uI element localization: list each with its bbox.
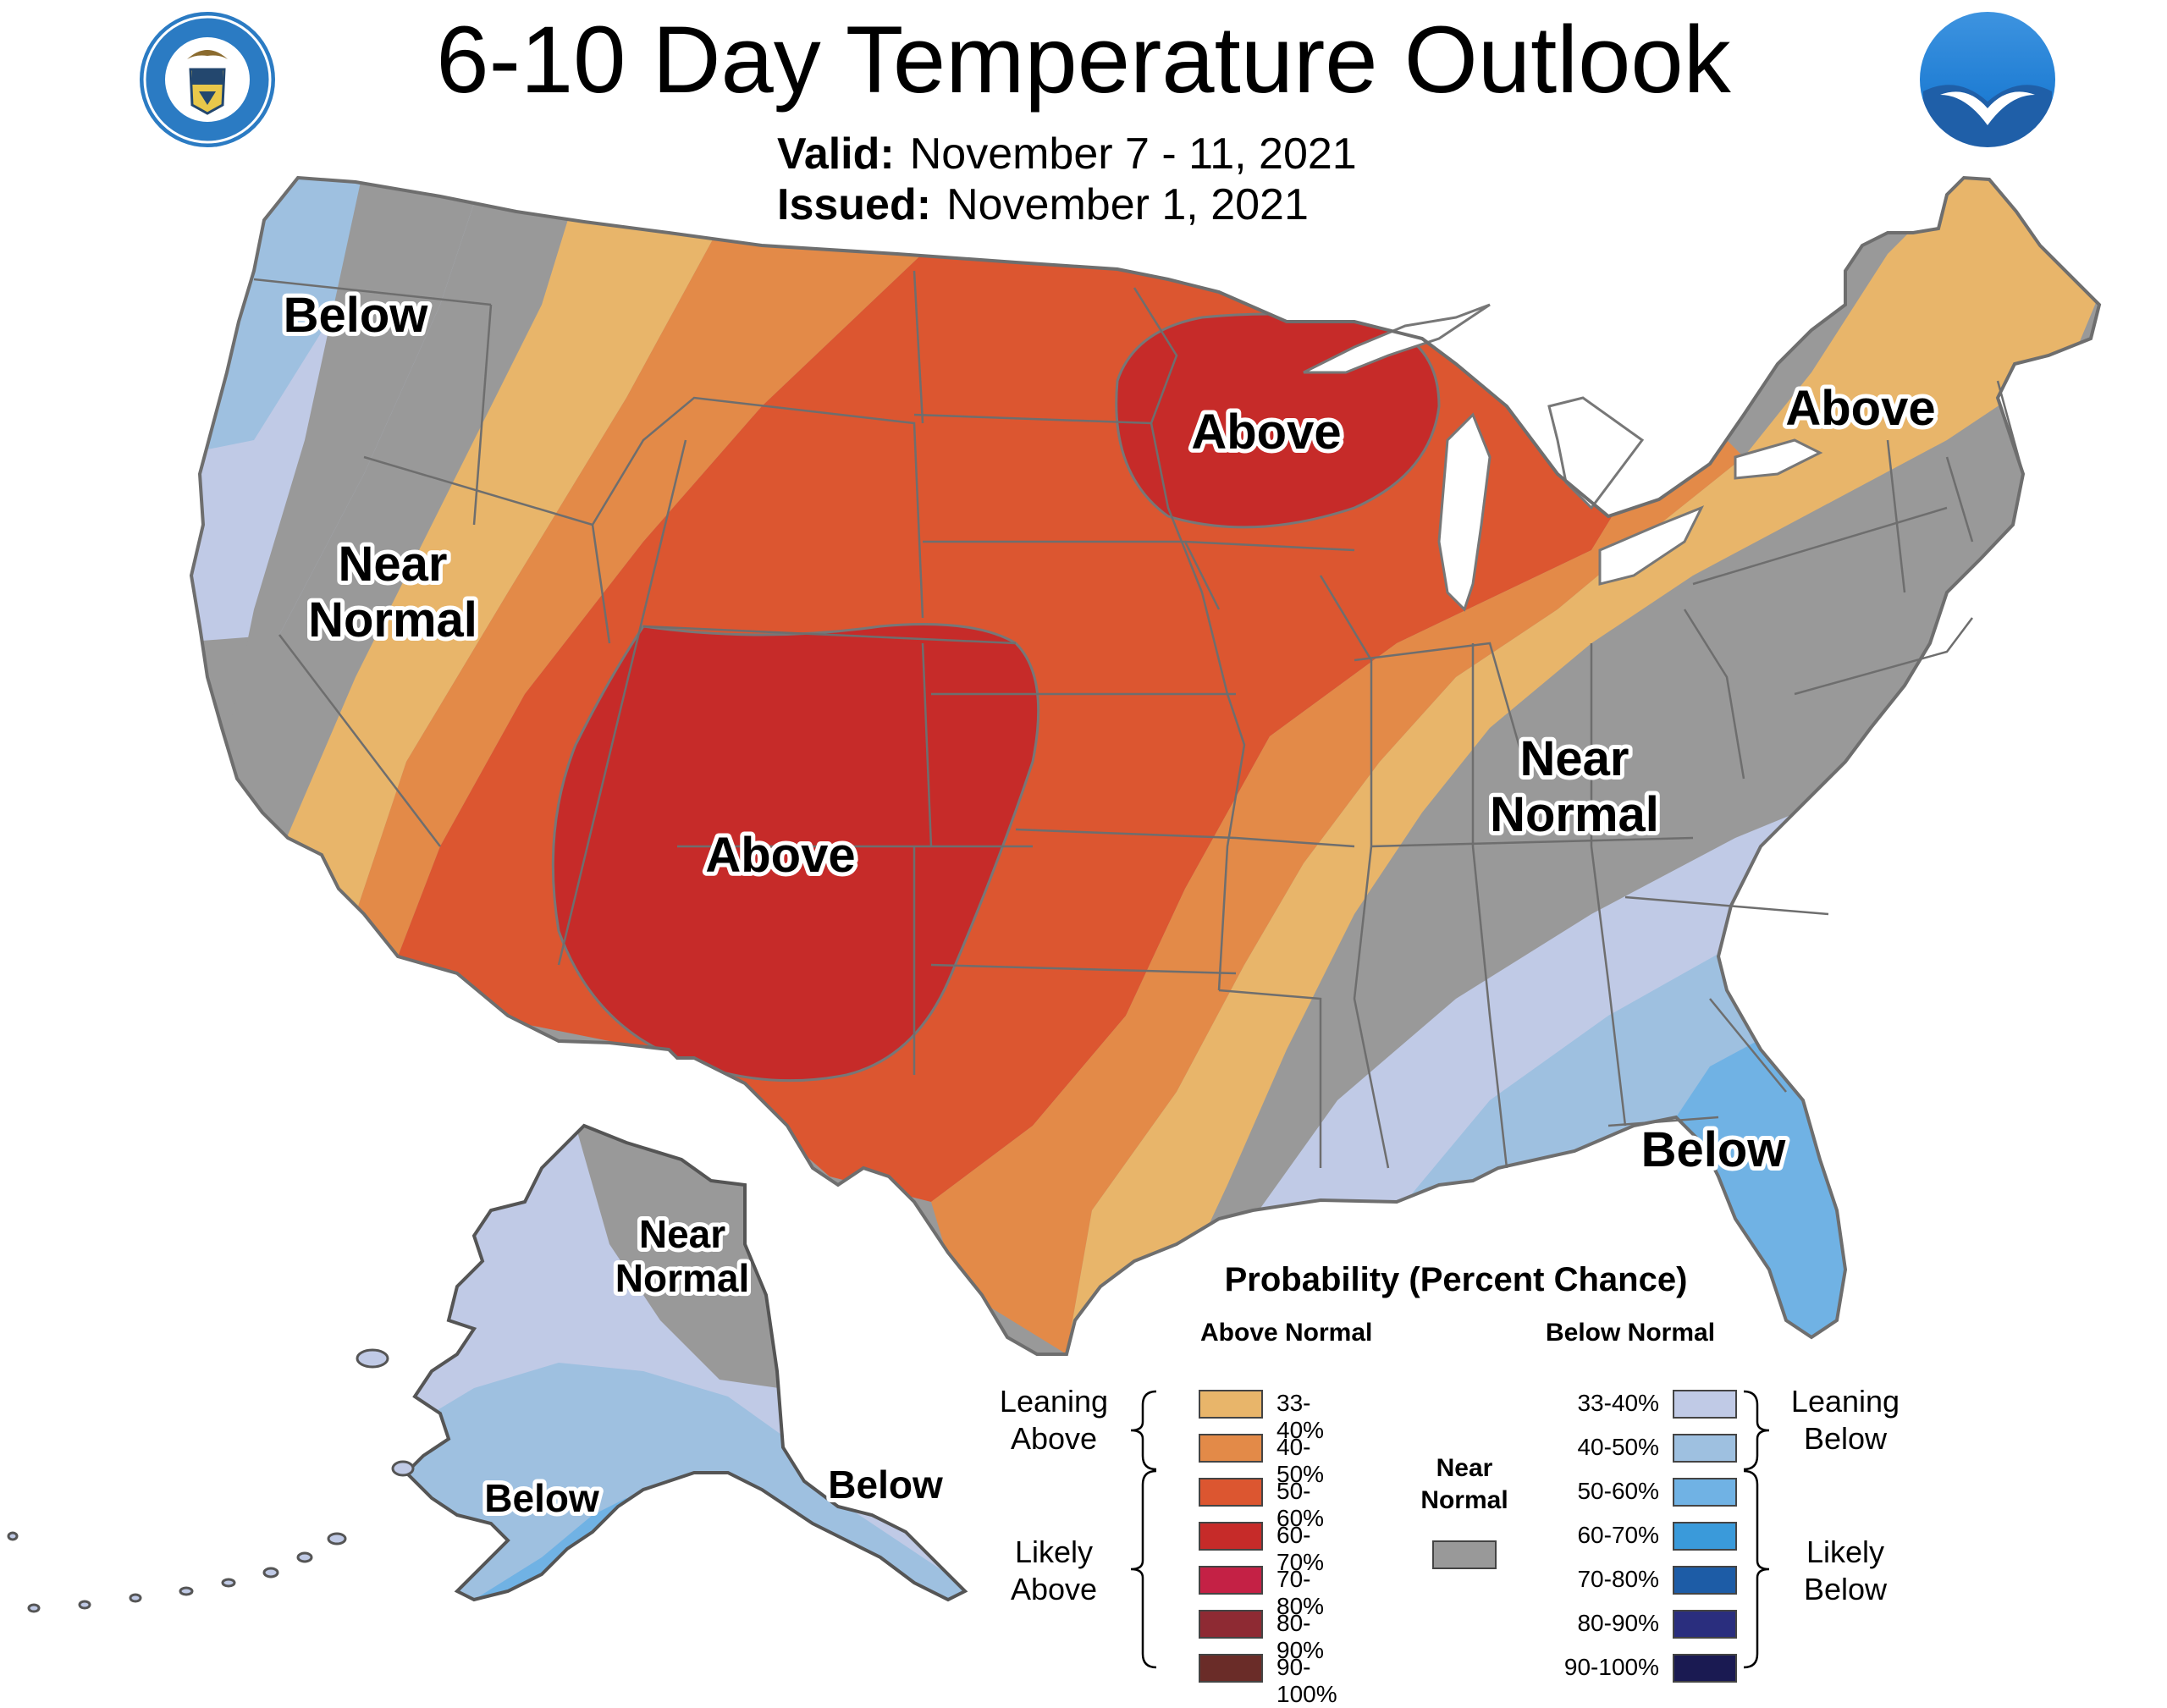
legend-likely-below-line2: Below: [1803, 1572, 1888, 1606]
band-east-above-40-50: [931, 398, 1744, 1354]
legend-below-swatch: [1673, 1610, 1737, 1639]
label-upper-midwest-above: Above: [1191, 405, 1341, 460]
legend-likely-below: Likely Below: [1778, 1534, 1913, 1608]
brace-leaning-below: [1743, 1390, 1770, 1471]
label-ak-below-se: Below: [828, 1463, 943, 1507]
label-northeast-above: Above: [1785, 381, 1935, 436]
legend-above-swatch: [1199, 1390, 1263, 1419]
legend-above-swatch: [1199, 1522, 1263, 1551]
legend-likely-above-line2: Above: [1010, 1572, 1098, 1606]
legend-below-swatch-label: 90-100%: [1563, 1654, 1659, 1680]
valid-label: Valid:: [777, 129, 895, 179]
legend-below-swatch-label: 40-50%: [1577, 1434, 1659, 1460]
label-east-near-line1: Near: [1520, 731, 1629, 786]
legend-below-swatch-label: 70-80%: [1577, 1566, 1659, 1592]
noaa-logo-icon: [1916, 8, 2059, 151]
legend-above-swatch-label: 80-90%: [1276, 1610, 1325, 1663]
legend-likely-below-line1: Likely: [1806, 1534, 1885, 1569]
label-west-near-line2: Normal: [308, 592, 477, 647]
label-ak-below-sw: Below: [484, 1476, 599, 1520]
legend-above-swatch: [1199, 1610, 1263, 1639]
legend-above-swatch-label: 90-100%: [1276, 1654, 1337, 1707]
band-nw-near-normal: [203, 178, 499, 855]
valid-dates: Valid: November 7 - 11, 2021: [777, 129, 1357, 179]
lake-erie: [1598, 505, 1705, 586]
legend-above-swatch-label: 60-70%: [1276, 1522, 1325, 1575]
band-west-leaning-above: [279, 195, 728, 914]
legend-near-normal-line1: Near: [1436, 1454, 1493, 1482]
legend-title: Probability (Percent Chance): [1224, 1261, 1688, 1298]
valid-value: November 7 - 11, 2021: [909, 129, 1357, 179]
lake-ontario: [1734, 438, 1823, 480]
legend-leaning-below-line1: Leaning: [1790, 1384, 1900, 1419]
band-west-above-40-50: [356, 212, 931, 956]
label-west-near-line1: Near: [339, 537, 448, 592]
legend-below-swatch: [1673, 1522, 1737, 1551]
legend-above-swatch-label: 40-50%: [1276, 1434, 1325, 1487]
legend-near-normal-label: Near Normal: [1388, 1452, 1541, 1517]
label-southeast-below: Below: [1641, 1122, 1787, 1177]
great-lakes: [1303, 303, 1823, 612]
band-northeast-leaning-above: [1067, 178, 2099, 1354]
aleutian-islands: [7, 1348, 415, 1613]
ak-near-normal: [576, 1126, 779, 1388]
legend-below-header: Below Normal: [1546, 1319, 1716, 1347]
legend-below-swatch-label: 80-90%: [1577, 1610, 1659, 1636]
legend-above-swatch: [1199, 1478, 1263, 1507]
issued-date: Issued: November 1, 2021: [777, 179, 1309, 230]
legend-above-swatch-label: 50-60%: [1276, 1478, 1325, 1531]
brace-likely-above: [1130, 1469, 1157, 1669]
legend-below-swatch: [1673, 1566, 1737, 1595]
legend-below-swatch: [1673, 1478, 1737, 1507]
department-of-commerce-seal-icon: [140, 12, 275, 147]
brace-likely-below: [1743, 1469, 1770, 1669]
legend-below-swatch-label: 60-70%: [1577, 1522, 1659, 1548]
legend-above-swatch-label: 33-40%: [1276, 1390, 1325, 1443]
legend-below-swatch: [1673, 1390, 1737, 1419]
legend-leaning-below-line2: Below: [1803, 1421, 1888, 1456]
legend-below-swatch: [1673, 1434, 1737, 1463]
hotspot-southwest-above-60-70: [551, 623, 1040, 1083]
legend-likely-above: Likely Above: [982, 1534, 1126, 1608]
label-nw-below: Below: [284, 288, 429, 343]
legend-near-normal-swatch: [1432, 1540, 1497, 1569]
legend-below-swatch: [1673, 1654, 1737, 1683]
label-east-near-line2: Normal: [1490, 787, 1659, 842]
legend-near-normal-line2: Normal: [1420, 1486, 1508, 1514]
state-boundaries: [253, 270, 2025, 1169]
legend-leaning-above-line2: Above: [1010, 1421, 1098, 1456]
legend-above-swatch: [1199, 1654, 1263, 1683]
legend-leaning-above-line1: Leaning: [999, 1384, 1109, 1419]
label-southwest-above: Above: [705, 828, 855, 883]
label-ak-near-line2: Normal: [615, 1256, 749, 1300]
legend-below-swatch-label: 33-40%: [1577, 1390, 1659, 1416]
legend-above-swatch: [1199, 1434, 1263, 1463]
issued-label: Issued:: [777, 180, 932, 229]
lake-huron: [1547, 396, 1645, 510]
legend-likely-above-line1: Likely: [1014, 1534, 1094, 1569]
brace-leaning-above: [1130, 1390, 1157, 1471]
legend-leaning-above: Leaning Above: [982, 1383, 1126, 1457]
legend-above-swatch: [1199, 1566, 1263, 1595]
lake-michigan: [1437, 412, 1492, 612]
legend-below-swatch-label: 50-60%: [1577, 1478, 1659, 1504]
lake-superior: [1303, 303, 1491, 374]
legend-above-header: Above Normal: [1200, 1319, 1373, 1347]
issued-value: November 1, 2021: [946, 180, 1309, 229]
legend-above-swatch-label: 70-80%: [1276, 1566, 1325, 1619]
label-ak-near-line1: Near: [639, 1212, 725, 1256]
probability-legend: Probability (Percent Chance) Above Norma…: [999, 1261, 1900, 1707]
legend-leaning-below: Leaning Below: [1778, 1383, 1913, 1457]
map-title: 6-10 Day Temperature Outlook: [436, 7, 1731, 113]
